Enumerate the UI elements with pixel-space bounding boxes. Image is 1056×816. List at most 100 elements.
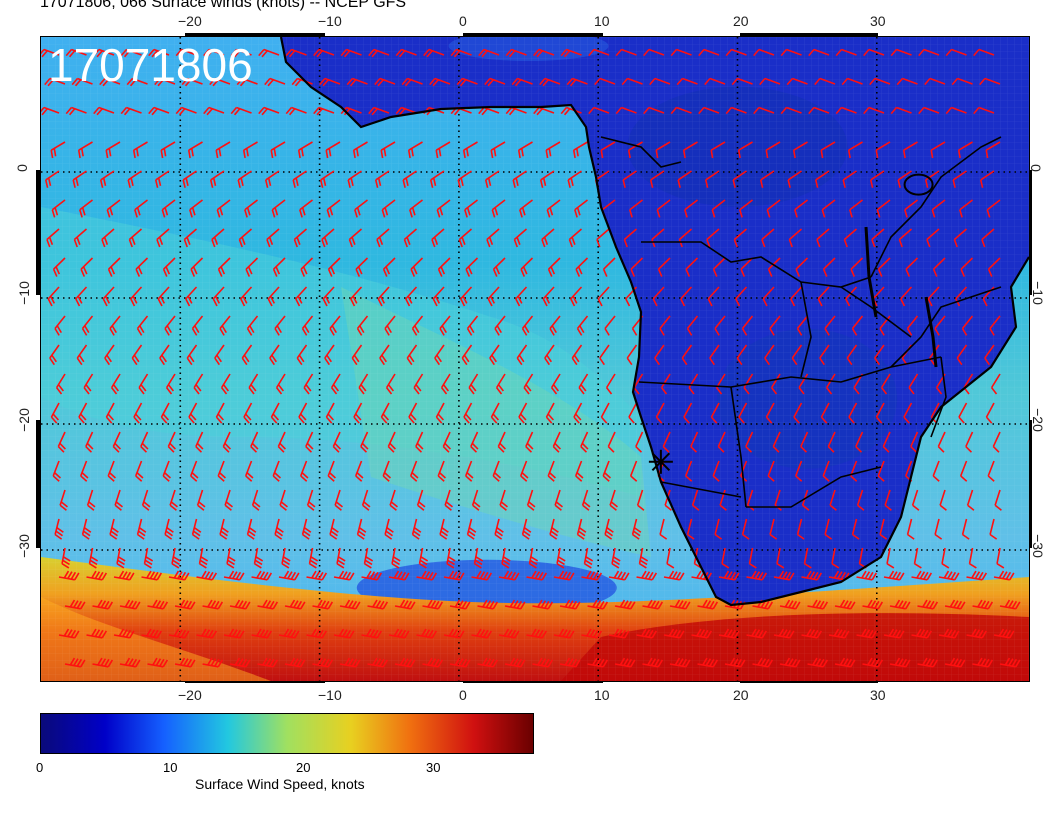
wind-barb (298, 402, 308, 424)
wind-barb (105, 402, 115, 424)
wind-barb (547, 257, 561, 277)
wind-barb (820, 402, 830, 424)
wind-barb (989, 315, 1001, 336)
wind-barb (484, 170, 500, 188)
wind-barb (120, 106, 142, 116)
wind-barb (54, 315, 66, 336)
wind-barb (202, 657, 224, 668)
country-border (730, 386, 747, 508)
wind-barb (219, 518, 229, 540)
wind-barb (816, 228, 830, 248)
wind-barb (568, 228, 583, 248)
country-border (870, 136, 1002, 278)
colorbar-tick: 20 (296, 760, 311, 775)
wind-barb (660, 373, 671, 395)
wind-barb (968, 547, 977, 569)
wind-barb (614, 657, 636, 668)
wind-barb (790, 286, 803, 307)
wind-barb (347, 170, 362, 188)
wind-barb (762, 286, 775, 307)
wind-barb (863, 48, 885, 57)
wind-barb (655, 141, 671, 159)
wind-barb (856, 628, 878, 639)
wind-barb (553, 628, 575, 639)
wind-barb (384, 518, 394, 540)
wind-barb (880, 373, 891, 395)
wind-barb (354, 199, 368, 218)
lon-tick-top: 10 (594, 13, 610, 29)
wind-barb (101, 228, 115, 248)
wind-barb (544, 344, 555, 366)
wind-barb (638, 547, 649, 569)
wind-barb (189, 199, 203, 218)
wind-barb (449, 657, 471, 668)
wind-barb (102, 286, 115, 307)
wind-barb (411, 315, 424, 336)
wind-barb (81, 518, 92, 540)
wind-barb (190, 257, 204, 277)
wind-barb (990, 373, 1001, 395)
wind-barb (389, 489, 398, 511)
wind-barb (439, 518, 449, 540)
wind-barb (897, 170, 912, 188)
wind-barb (631, 518, 642, 540)
wind-barb (680, 286, 693, 307)
wind-barb (499, 489, 508, 511)
wind-barb (737, 141, 753, 159)
wind-barb (571, 344, 583, 366)
wind-barb (112, 431, 121, 453)
wind-barb (460, 286, 473, 307)
wind-barb (346, 77, 368, 87)
wind-barb (602, 460, 611, 482)
lon-tick-bottom: 30 (870, 687, 886, 703)
wind-barb (889, 599, 911, 610)
wind-barb (435, 141, 451, 159)
wind-barb (464, 460, 474, 482)
wind-barb (477, 599, 499, 610)
wind-barb (439, 315, 451, 336)
wind-barb (253, 547, 264, 569)
wind-barb (223, 570, 245, 581)
wind-barb (363, 547, 374, 569)
wind-barb (226, 547, 236, 569)
wind-barb (822, 460, 830, 482)
wind-barb (79, 460, 89, 482)
wind-barb (697, 599, 719, 610)
wind-barb (361, 628, 383, 639)
wind-barb (877, 460, 885, 482)
wind-barb (829, 489, 837, 511)
wind-barb (519, 199, 533, 218)
wind-barb (418, 547, 429, 569)
wind-barb (684, 460, 693, 482)
wind-barb (917, 599, 939, 610)
wind-barb (380, 402, 390, 424)
wind-barb (215, 141, 231, 159)
wind-barb (64, 657, 86, 668)
wind-barb (209, 170, 225, 188)
wind-barb (882, 431, 891, 453)
wind-barb (168, 628, 190, 639)
wind-barb (600, 141, 616, 159)
wind-barb (251, 489, 261, 511)
wind-barb (196, 489, 206, 511)
wind-barb (75, 286, 88, 307)
wind-barb (272, 460, 281, 482)
wind-barb (484, 77, 506, 87)
wind-barb (174, 657, 196, 668)
wind-barb (339, 599, 361, 610)
lon-tick-top: 0 (459, 13, 467, 29)
wind-barb (973, 48, 995, 57)
wind-barb (463, 402, 473, 424)
wind-barb (237, 170, 252, 188)
wind-barb (979, 170, 995, 188)
frame-edge-bar (36, 170, 41, 295)
wind-barb (322, 286, 335, 307)
wind-barb (57, 431, 66, 453)
wind-barb (746, 570, 768, 581)
wind-barb (92, 657, 114, 668)
wind-barb (355, 257, 369, 277)
wind-barb (416, 570, 438, 581)
wind-barb (162, 257, 176, 277)
coastline (279, 37, 1029, 607)
wind-barb (382, 257, 396, 277)
